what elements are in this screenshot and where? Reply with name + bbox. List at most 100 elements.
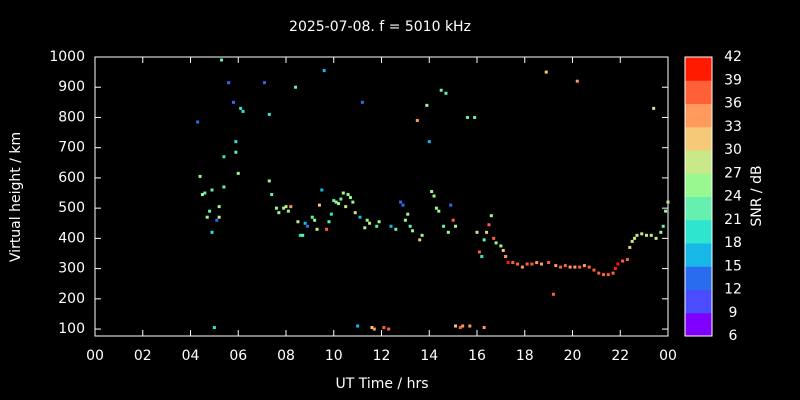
echo-point — [301, 233, 305, 237]
y-tick-label: 200 — [58, 291, 85, 307]
echo-point — [649, 233, 653, 237]
colorbar-tick-label: 27 — [724, 165, 742, 181]
echo-point — [220, 58, 224, 62]
echo-point — [411, 229, 415, 233]
echo-point — [360, 100, 364, 104]
echo-point — [387, 327, 391, 331]
echo-point — [475, 230, 479, 234]
echo-point — [494, 241, 498, 245]
echo-point — [234, 140, 238, 144]
colorbar-band — [685, 312, 712, 337]
echo-point — [406, 212, 410, 216]
echo-point — [234, 150, 238, 154]
echo-point — [353, 211, 357, 215]
echo-point — [348, 196, 352, 200]
echo-point — [317, 203, 321, 207]
echo-point — [351, 200, 355, 204]
y-tick-label: 700 — [58, 140, 85, 156]
echo-point — [425, 103, 429, 107]
colorbar-tick-label: 12 — [724, 282, 742, 298]
echo-point — [267, 112, 271, 116]
echo-point — [482, 326, 486, 330]
echo-point — [341, 191, 345, 195]
echo-point — [322, 69, 326, 73]
echo-point — [516, 262, 520, 266]
echo-point — [442, 224, 446, 228]
echo-point — [222, 155, 226, 159]
echo-point — [551, 292, 555, 296]
echo-point — [196, 120, 200, 124]
echo-point — [368, 221, 372, 225]
echo-point — [205, 215, 209, 219]
colorbar-band — [685, 243, 712, 267]
echo-point — [305, 224, 309, 228]
colorbar-tick-label: 39 — [724, 72, 742, 88]
x-tick-label: 00 — [86, 348, 104, 364]
echo-point — [296, 220, 300, 224]
echo-point — [437, 209, 441, 213]
y-tick-label: 600 — [58, 170, 85, 186]
echo-point — [602, 273, 606, 277]
echo-point — [477, 250, 481, 254]
echo-point — [430, 190, 434, 194]
echo-point — [451, 218, 455, 222]
echo-point — [274, 206, 278, 210]
echo-point — [563, 264, 567, 268]
echo-point — [473, 115, 477, 119]
echo-point — [480, 255, 484, 259]
echo-point — [375, 224, 379, 228]
colorbar-band — [685, 266, 712, 290]
echo-point — [399, 200, 403, 204]
echo-point — [339, 197, 343, 201]
colorbar-band — [685, 57, 712, 81]
echo-point — [346, 193, 350, 197]
echo-point — [506, 261, 510, 265]
x-tick-label: 14 — [420, 348, 438, 364]
echo-point — [652, 106, 656, 110]
echo-point — [241, 109, 245, 113]
echo-point — [263, 81, 267, 85]
echo-point — [227, 81, 231, 85]
x-axis-label: UT Time / hrs — [335, 376, 428, 392]
echo-point — [434, 206, 438, 210]
x-tick-label: 20 — [564, 348, 582, 364]
echo-point — [277, 211, 281, 215]
echo-point — [394, 227, 398, 231]
x-tick-label: 18 — [516, 348, 534, 364]
echo-point — [487, 223, 491, 227]
echo-point — [294, 85, 298, 89]
echo-point — [427, 140, 431, 144]
echo-point — [661, 224, 665, 228]
colorbar-tick-label: 30 — [724, 142, 742, 158]
echo-point — [363, 226, 367, 230]
chart-title: 2025-07-08. f = 5010 kHz — [289, 19, 471, 35]
echo-point — [282, 206, 286, 210]
echo-point — [654, 236, 658, 240]
echo-point — [372, 327, 376, 331]
echo-point — [630, 239, 634, 243]
echo-point — [616, 262, 620, 266]
echo-point — [200, 193, 204, 197]
echo-point — [611, 271, 615, 275]
echo-point — [465, 115, 469, 119]
echo-point — [485, 230, 489, 234]
echo-point — [358, 215, 362, 219]
echo-point — [664, 209, 668, 213]
echo-point — [203, 191, 207, 195]
echo-point — [236, 171, 240, 175]
echo-point — [356, 324, 360, 328]
colorbar-frame — [684, 56, 713, 337]
colorbar-band — [685, 103, 712, 128]
echo-point — [286, 209, 290, 213]
colorbar-tick-label: 36 — [724, 96, 742, 112]
echo-point — [511, 261, 515, 265]
echo-point — [458, 326, 462, 330]
y-tick-label: 800 — [58, 109, 85, 125]
colorbar-label: SNR / dB — [749, 165, 765, 226]
echo-point — [208, 209, 212, 213]
echo-point — [659, 230, 663, 234]
echo-point — [520, 265, 524, 269]
y-tick-label: 1000 — [49, 49, 85, 65]
echo-point — [344, 205, 348, 209]
x-tick-label: 22 — [611, 348, 629, 364]
